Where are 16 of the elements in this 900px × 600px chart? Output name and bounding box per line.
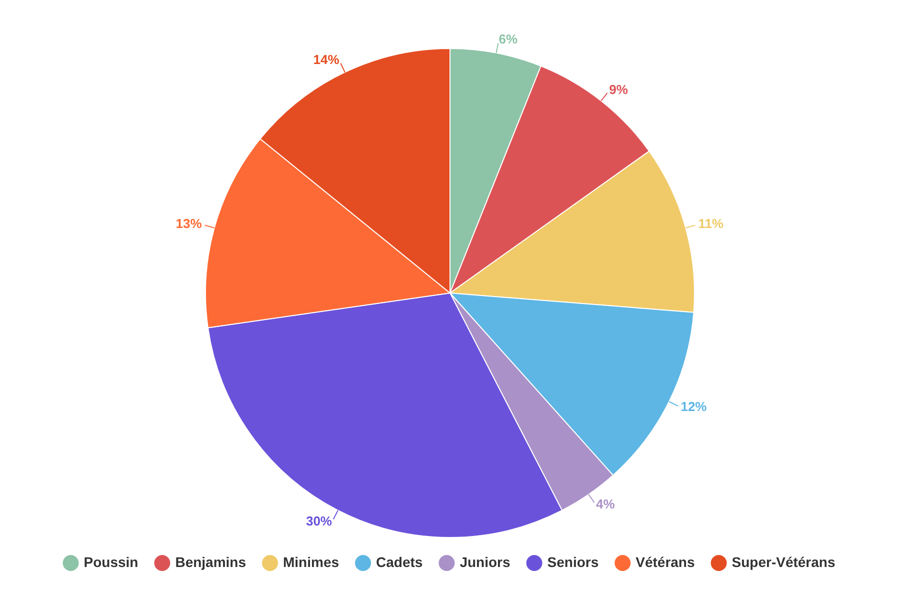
data-label: 13% — [176, 216, 202, 231]
legend-label: Poussin — [84, 554, 138, 570]
data-label: 4% — [596, 496, 616, 512]
data-label: 9% — [609, 82, 628, 98]
data-label: 11% — [698, 216, 724, 231]
legend-label: Juniors — [460, 554, 510, 570]
data-label: 30% — [306, 513, 332, 528]
legend-label: Vétérans — [636, 554, 695, 570]
data-label: 14% — [313, 52, 340, 68]
legend-label: Seniors — [547, 554, 599, 570]
legend-label: Super-Vétérans — [732, 554, 836, 570]
data-label: 6% — [498, 32, 518, 47]
legend-label: Cadets — [376, 554, 423, 570]
data-label: 12% — [680, 398, 708, 414]
legend-label: Benjamins — [175, 554, 246, 570]
legend-label: Minimes — [283, 554, 340, 570]
